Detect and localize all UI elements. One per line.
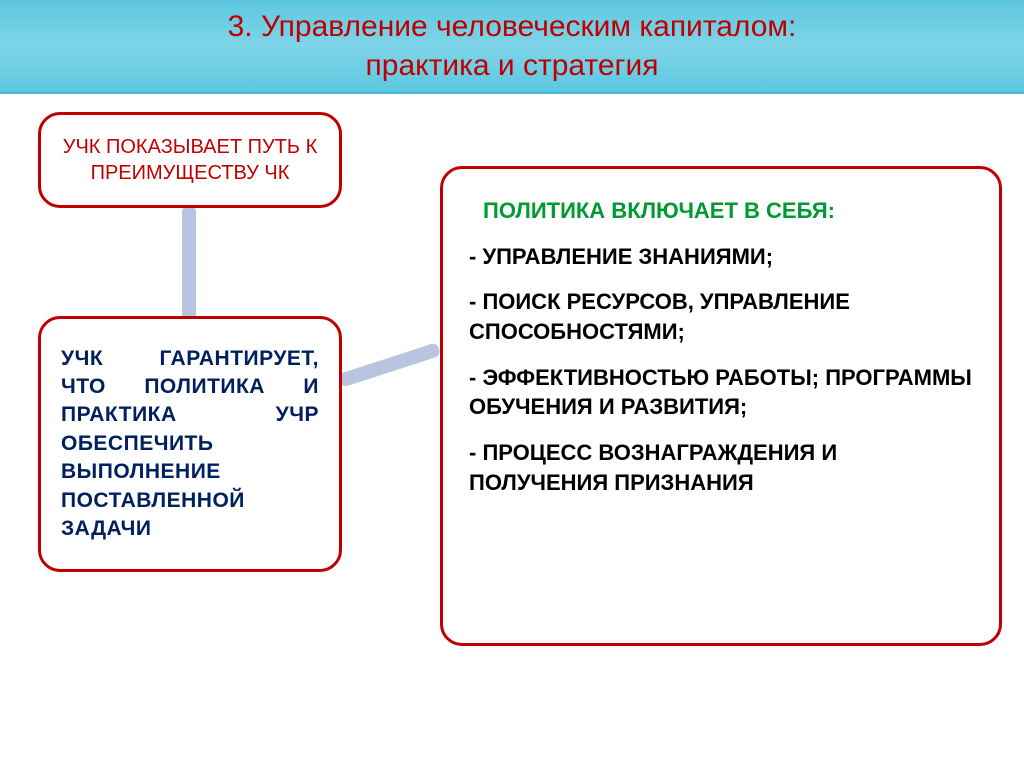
node-2-text: УЧК ГАРАНТИРУЕТ, ЧТО ПОЛИТИКА И ПРАКТИКА… <box>61 345 319 543</box>
connector-1 <box>182 206 196 320</box>
node-3-item-4: - ПРОЦЕСС ВОЗНАГРАЖДЕНИЯ И ПОЛУЧЕНИЯ ПРИ… <box>469 438 973 497</box>
connector-2 <box>338 342 441 387</box>
node-1-text: УЧК ПОКАЗЫВАЕТ ПУТЬ К ПРЕИМУЩЕСТВУ ЧК <box>61 134 319 186</box>
node-box-3: ПОЛИТИКА ВКЛЮЧАЕТ В СЕБЯ: - УПРАВЛЕНИЕ З… <box>440 166 1002 646</box>
node-box-1: УЧК ПОКАЗЫВАЕТ ПУТЬ К ПРЕИМУЩЕСТВУ ЧК <box>38 112 342 208</box>
slide-header: 3. Управление человеческим капиталом: пр… <box>0 0 1024 94</box>
slide-title: 3. Управление человеческим капиталом: пр… <box>228 7 797 85</box>
title-line-1: 3. Управление человеческим капиталом: <box>228 10 797 43</box>
node-3-item-1: - УПРАВЛЕНИЕ ЗНАНИЯМИ; <box>469 242 973 272</box>
diagram-area: УЧК ПОКАЗЫВАЕТ ПУТЬ К ПРЕИМУЩЕСТВУ ЧК УЧ… <box>0 94 1024 767</box>
node-3-item-2: - ПОИСК РЕСУРСОВ, УПРАВЛЕНИЕ СПОСОБНОСТЯ… <box>469 287 973 346</box>
node-3-item-3: - ЭФФЕКТИВНОСТЬЮ РАБОТЫ; ПРОГРАММЫ ОБУЧЕ… <box>469 363 973 422</box>
node-box-2: УЧК ГАРАНТИРУЕТ, ЧТО ПОЛИТИКА И ПРАКТИКА… <box>38 316 342 572</box>
title-line-2: практика и стратегия <box>366 49 659 82</box>
node-3-heading: ПОЛИТИКА ВКЛЮЧАЕТ В СЕБЯ: <box>469 197 973 226</box>
